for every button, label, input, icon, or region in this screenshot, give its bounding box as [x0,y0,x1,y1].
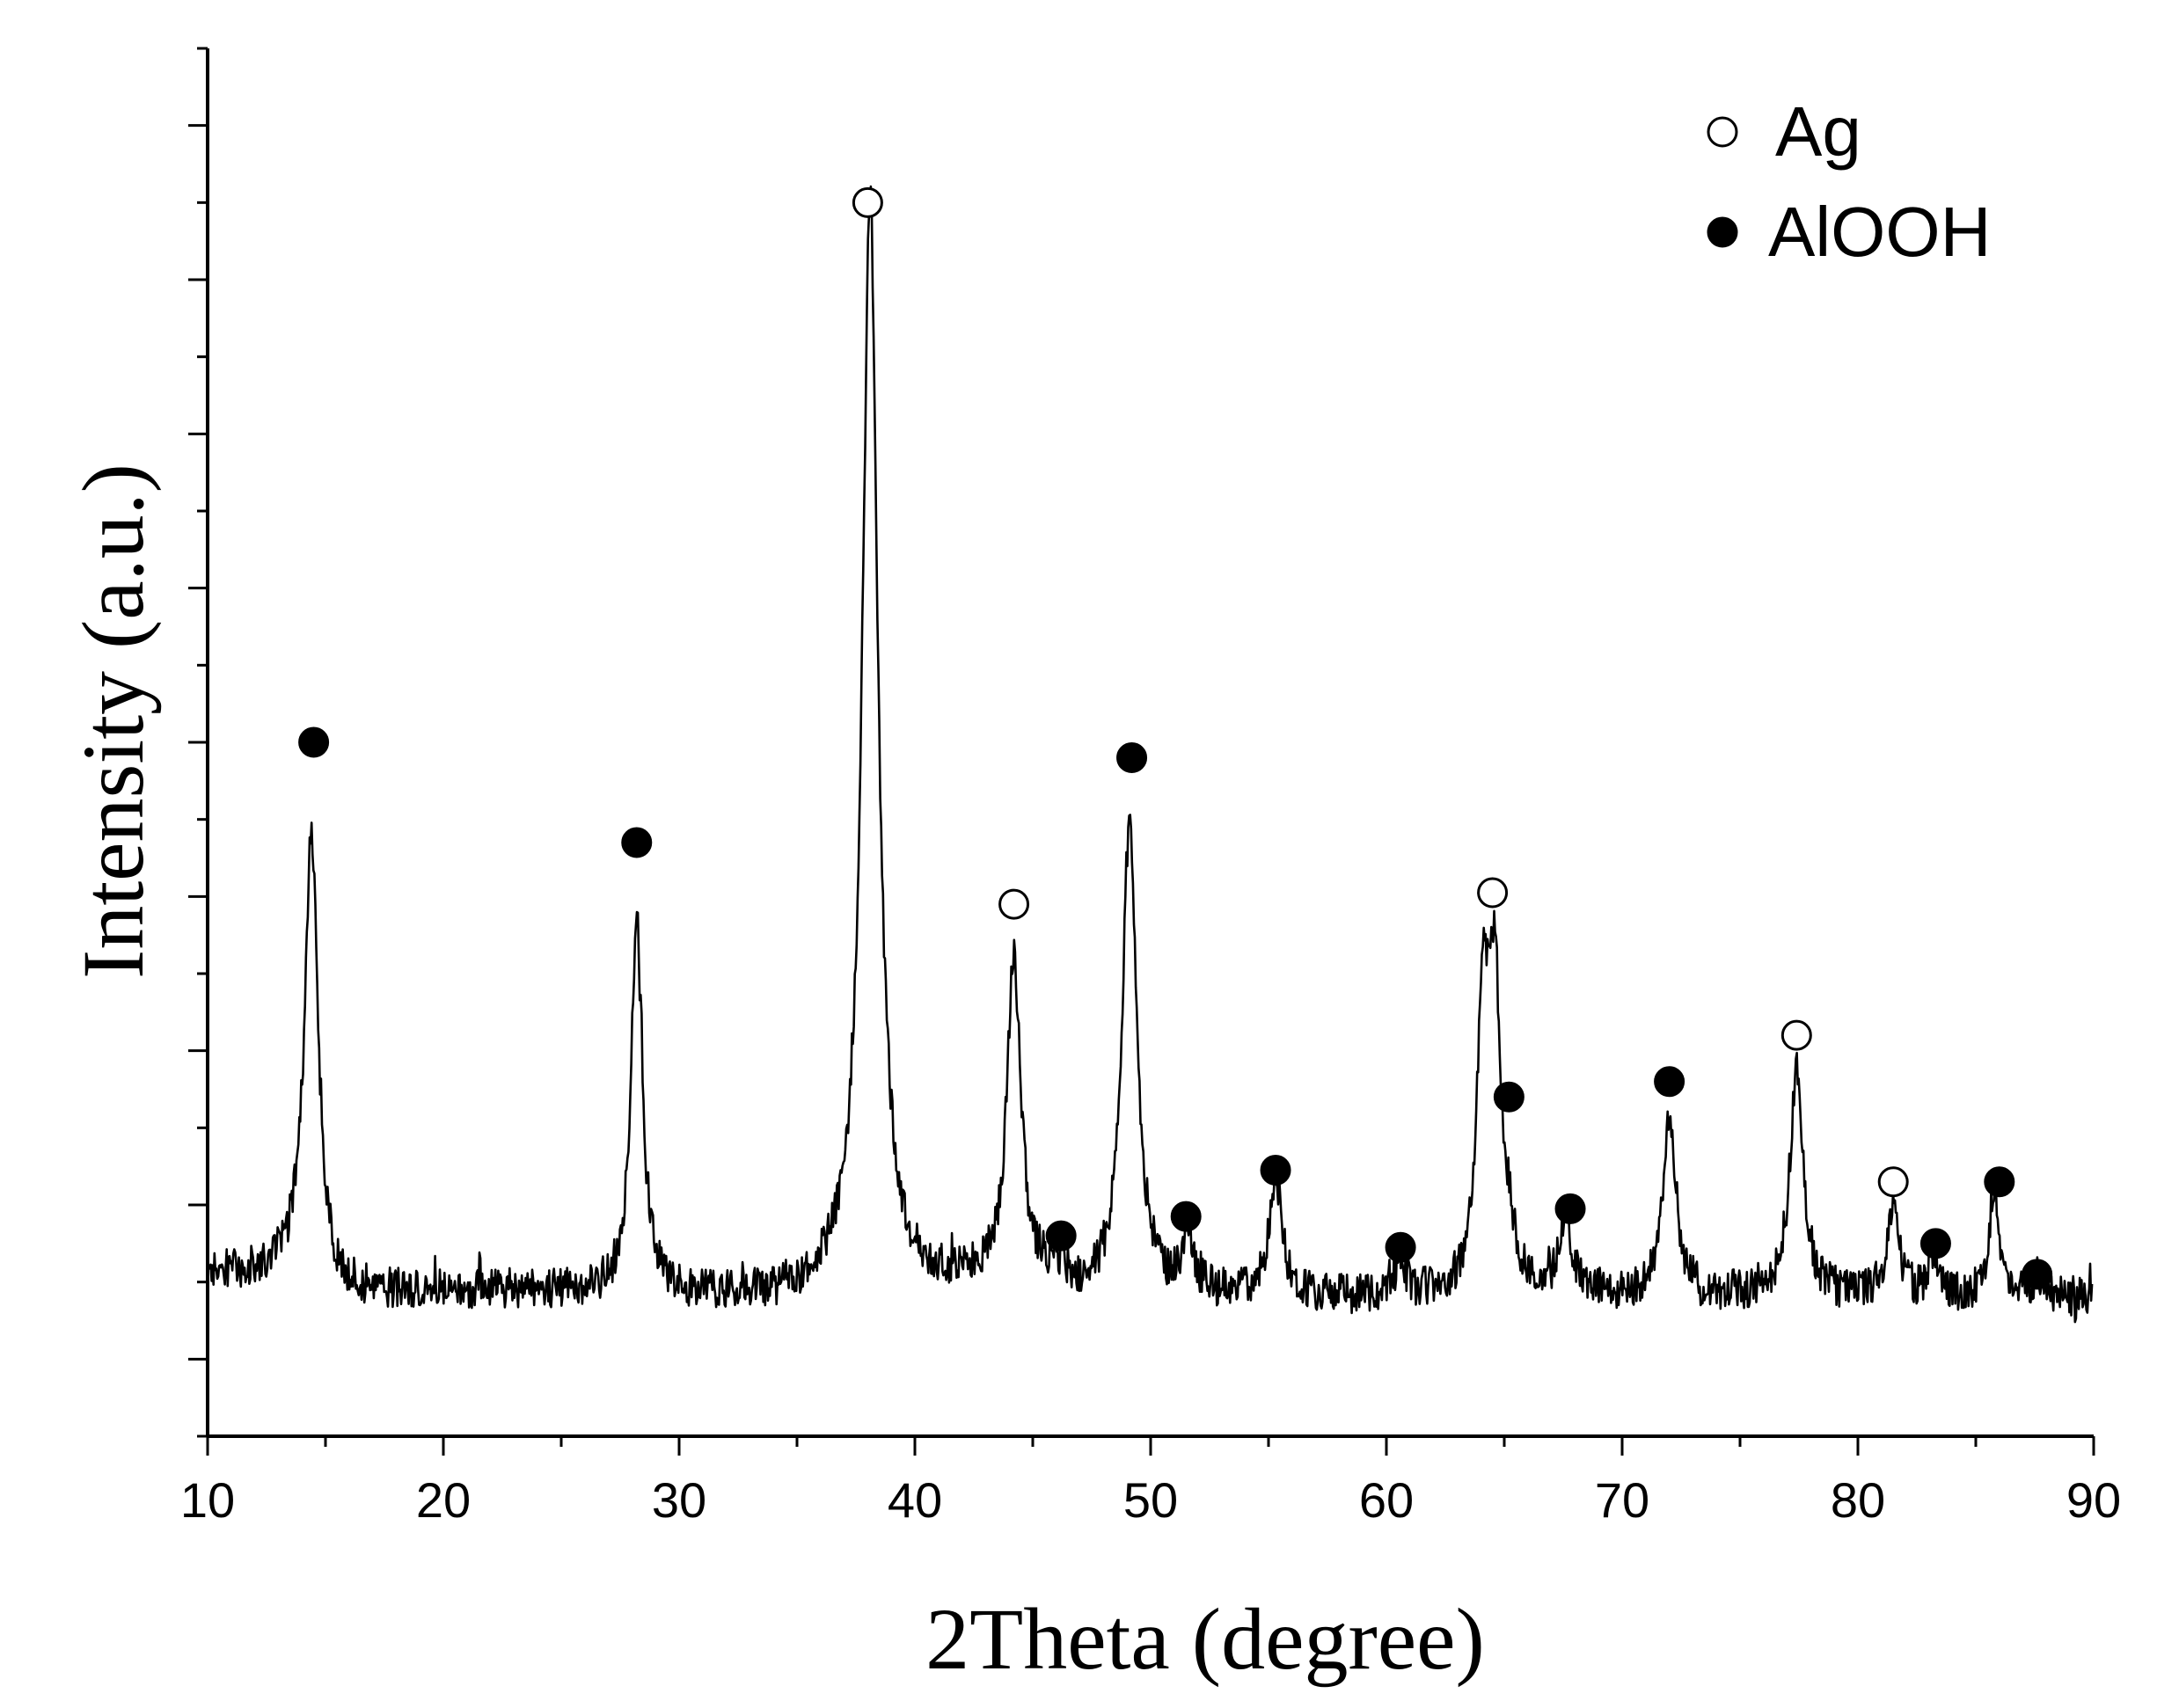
marker-alooh [1385,1231,1416,1263]
y-axis-title: Intensity (a.u.) [64,463,162,979]
marker-ag [852,186,883,218]
x-tick-label: 20 [416,1472,471,1528]
xrd-pattern-line [208,185,2094,1324]
marker-alooh [1984,1166,2015,1198]
x-axis-tick-labels: 10 20 30 40 50 60 70 80 90 [180,1472,2121,1528]
legend-marker-alooh [1707,216,1738,248]
marker-alooh [1554,1193,1586,1224]
marker-ag [1477,877,1509,909]
marker-alooh [1045,1220,1077,1252]
marker-alooh [1116,742,1148,774]
legend: Ag AlOOH [1707,92,1991,271]
marker-alooh [1654,1066,1685,1098]
marker-alooh [1170,1201,1202,1232]
marker-alooh [298,726,330,758]
marker-alooh [1493,1081,1525,1113]
y-axis-ticks [188,47,208,1438]
x-tick-label: 70 [1595,1472,1649,1528]
marker-alooh [2022,1259,2053,1290]
marker-ag [998,888,1030,920]
x-tick-label: 30 [652,1472,706,1528]
legend-label-ag: Ag [1775,92,1861,171]
x-tick-label: 10 [180,1472,235,1528]
legend-label-alooh: AlOOH [1768,193,1991,271]
marker-alooh [621,827,653,858]
x-tick-label: 90 [2066,1472,2121,1528]
marker-alooh [1919,1228,1951,1259]
x-axis-title: 2Theta (degree) [925,1590,1485,1688]
x-tick-label: 40 [888,1472,942,1528]
legend-marker-ag [1707,116,1738,148]
marker-ag [1877,1166,1909,1198]
x-tick-label: 80 [1831,1472,1885,1528]
marker-ag [1780,1019,1812,1051]
x-tick-label: 60 [1359,1472,1414,1528]
x-tick-label: 50 [1123,1472,1178,1528]
phase-markers [298,186,2053,1290]
x-axis-ticks [206,1436,2095,1456]
marker-alooh [1260,1155,1291,1186]
